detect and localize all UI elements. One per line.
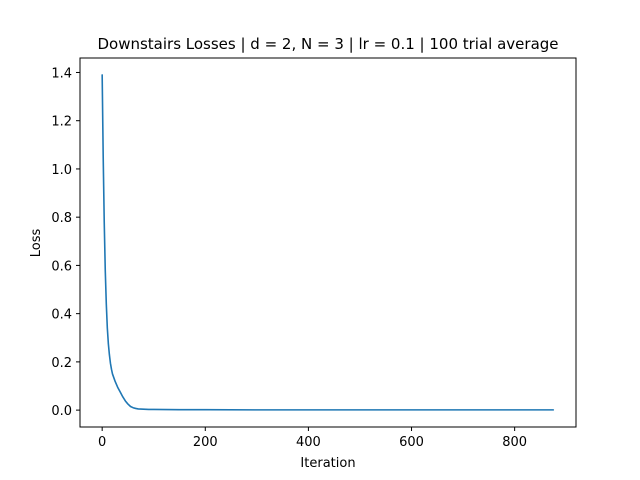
plot-area-frame (79, 57, 577, 428)
x-axis-ticks: 0 200 400 600 800 (98, 427, 527, 450)
y-tick-label: 1.4 (51, 66, 72, 81)
x-tick-label: 200 (193, 435, 218, 450)
x-tick-label: 800 (502, 435, 527, 450)
y-tick-label: 1.2 (51, 115, 72, 130)
y-tick-label: 0.6 (51, 259, 72, 274)
chart-title: Downstairs Losses | d = 2, N = 3 | lr = … (97, 35, 558, 53)
y-axis-label: Loss (29, 229, 44, 258)
x-tick-label: 600 (399, 435, 424, 450)
y-tick-label: 1.0 (51, 163, 72, 178)
x-tick-label: 0 (98, 435, 106, 450)
series-layer (101, 74, 555, 411)
x-axis-label: Iteration (300, 456, 355, 471)
y-axis-ticks: 0.0 0.2 0.4 0.6 0.8 1.0 1.2 1.4 (51, 66, 80, 419)
x-tick-label: 400 (296, 435, 321, 450)
y-tick-label: 0.0 (51, 404, 72, 419)
y-tick-label: 0.2 (51, 356, 72, 371)
y-tick-label: 0.4 (51, 308, 72, 323)
loss-series-line (101, 74, 555, 411)
y-tick-label: 0.8 (51, 211, 72, 226)
